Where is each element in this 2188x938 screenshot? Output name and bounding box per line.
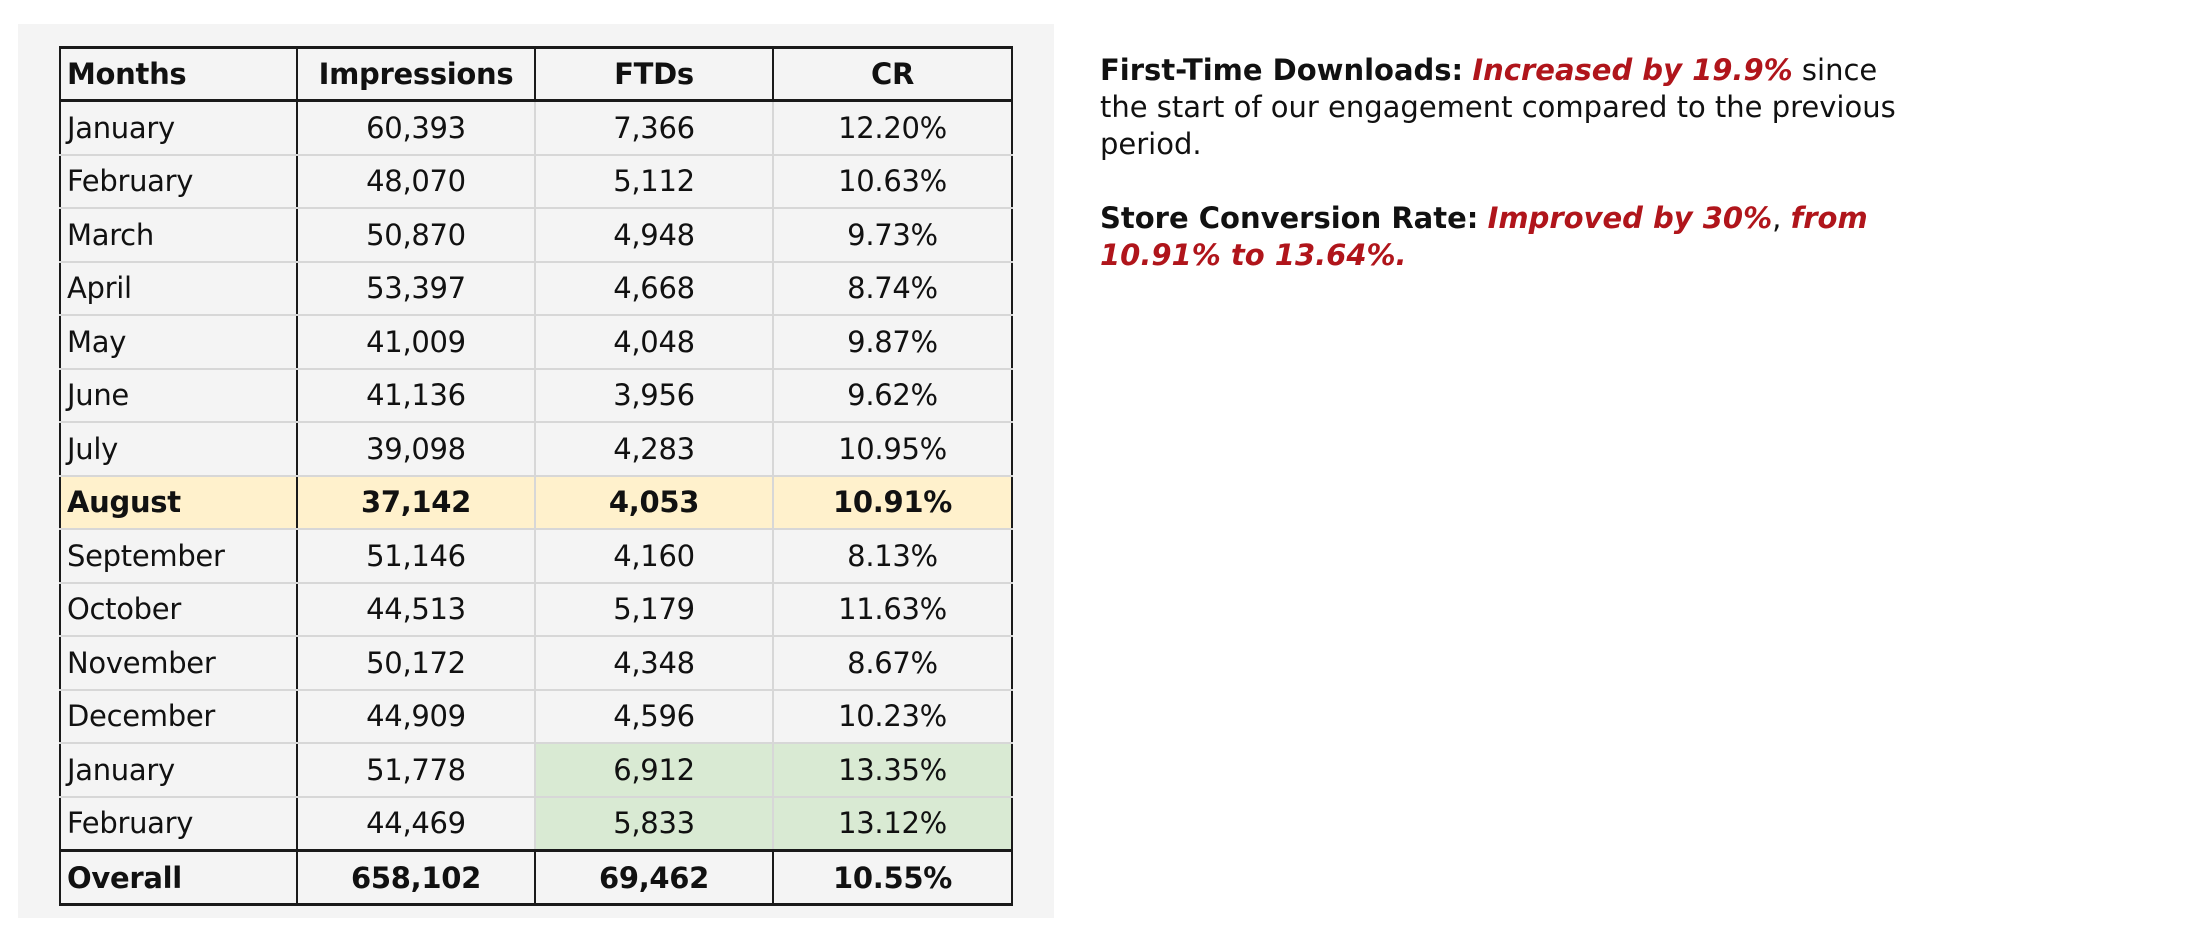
ftd-summary-highlight: Increased by 19.9% <box>1472 53 1793 87</box>
table-row: July 39,098 4,283 10.95% <box>59 421 1013 477</box>
cell-month: September <box>59 528 298 584</box>
table-row: April 53,397 4,668 8.74% <box>59 260 1013 316</box>
cell-month: October <box>59 581 298 637</box>
cell-cr: 8.13% <box>772 528 1013 584</box>
table-row: March 50,870 4,948 9.73% <box>59 207 1013 263</box>
cell-cr: 10.95% <box>772 421 1013 477</box>
cell-month: February <box>59 795 298 852</box>
cell-impressions: 44,469 <box>296 795 536 852</box>
ftd-summary-text: since the start of our engagement compar… <box>1100 53 1896 161</box>
cell-impressions: 41,136 <box>296 367 536 423</box>
header-cr: CR <box>772 46 1013 102</box>
cell-overall-label: Overall <box>59 849 298 906</box>
table-row-highlighted: August 37,142 4,053 10.91% <box>59 474 1013 530</box>
table-row: February 48,070 5,112 10.63% <box>59 153 1013 209</box>
store-cr-separator: , <box>1772 201 1791 235</box>
store-cr-label: Store Conversion Rate: <box>1100 201 1479 235</box>
table-row: November 50,172 4,348 8.67% <box>59 635 1013 691</box>
cell-month: January <box>59 99 298 156</box>
cell-overall-ftds: 69,462 <box>534 849 774 906</box>
cell-cr: 9.87% <box>772 314 1013 370</box>
ftd-summary-label: First-Time Downloads: <box>1100 53 1464 87</box>
cell-cr: 8.67% <box>772 635 1013 691</box>
cell-cr: 10.23% <box>772 688 1013 744</box>
cell-month: November <box>59 635 298 691</box>
cell-ftds: 3,956 <box>534 367 774 423</box>
cell-impressions: 44,909 <box>296 688 536 744</box>
cell-month: February <box>59 153 298 209</box>
cell-ftds: 5,179 <box>534 581 774 637</box>
table-row: January 51,778 6,912 13.35% <box>59 742 1013 798</box>
cell-ftds: 4,048 <box>534 314 774 370</box>
summary-notes: First-Time Downloads: Increased by 19.9%… <box>1100 52 1920 311</box>
cell-month: August <box>59 474 298 530</box>
table-header-row: Months Impressions FTDs CR <box>59 46 1013 102</box>
cell-ftds-improved: 5,833 <box>534 795 774 852</box>
cell-cr: 12.20% <box>772 99 1013 156</box>
cell-month: April <box>59 260 298 316</box>
cell-ftds: 4,668 <box>534 260 774 316</box>
cell-impressions: 48,070 <box>296 153 536 209</box>
cell-ftds: 4,596 <box>534 688 774 744</box>
cell-cr: 10.63% <box>772 153 1013 209</box>
cell-ftds: 4,283 <box>534 421 774 477</box>
cell-impressions: 39,098 <box>296 421 536 477</box>
cell-cr-improved: 13.12% <box>772 795 1013 852</box>
cell-impressions: 51,146 <box>296 528 536 584</box>
cell-impressions: 51,778 <box>296 742 536 798</box>
cell-impressions: 41,009 <box>296 314 536 370</box>
cell-cr: 8.74% <box>772 260 1013 316</box>
table-row: May 41,009 4,048 9.87% <box>59 314 1013 370</box>
cell-cr-improved: 13.35% <box>772 742 1013 798</box>
cell-impressions: 50,870 <box>296 207 536 263</box>
table-row: October 44,513 5,179 11.63% <box>59 581 1013 637</box>
cell-cr: 9.73% <box>772 207 1013 263</box>
cell-ftds: 5,112 <box>534 153 774 209</box>
store-cr-highlight-range: from 10.91% to 13.64%. <box>1100 201 1868 272</box>
table-row: January 60,393 7,366 12.20% <box>59 99 1013 156</box>
cell-overall-cr: 10.55% <box>772 849 1013 906</box>
cell-ftds: 4,053 <box>534 474 774 530</box>
table-total-row: Overall 658,102 69,462 10.55% <box>59 849 1013 906</box>
table-row: June 41,136 3,956 9.62% <box>59 367 1013 423</box>
ftd-summary: First-Time Downloads: Increased by 19.9%… <box>1100 52 1920 163</box>
cell-month: March <box>59 207 298 263</box>
cell-month: May <box>59 314 298 370</box>
cell-ftds: 4,948 <box>534 207 774 263</box>
cell-ftds: 7,366 <box>534 99 774 156</box>
cell-cr: 10.91% <box>772 474 1013 530</box>
table-row: February 44,469 5,833 13.12% <box>59 795 1013 852</box>
header-impressions: Impressions <box>296 46 536 102</box>
header-ftds: FTDs <box>534 46 774 102</box>
cell-impressions: 50,172 <box>296 635 536 691</box>
monthly-performance-table: Months Impressions FTDs CR January 60,39… <box>59 46 1013 906</box>
cell-month: June <box>59 367 298 423</box>
store-cr-summary: Store Conversion Rate: Improved by 30%, … <box>1100 200 1920 274</box>
cell-month: January <box>59 742 298 798</box>
cell-month: July <box>59 421 298 477</box>
cell-impressions: 53,397 <box>296 260 536 316</box>
table-row: December 44,909 4,596 10.23% <box>59 688 1013 744</box>
cell-cr: 11.63% <box>772 581 1013 637</box>
store-cr-highlight-improved: Improved by 30% <box>1487 201 1773 235</box>
header-months: Months <box>59 46 298 102</box>
table-row: September 51,146 4,160 8.13% <box>59 528 1013 584</box>
cell-impressions: 60,393 <box>296 99 536 156</box>
cell-impressions: 44,513 <box>296 581 536 637</box>
table-card: Months Impressions FTDs CR January 60,39… <box>18 24 1054 918</box>
cell-cr: 9.62% <box>772 367 1013 423</box>
cell-impressions: 37,142 <box>296 474 536 530</box>
cell-month: December <box>59 688 298 744</box>
cell-overall-impressions: 658,102 <box>296 849 536 906</box>
cell-ftds: 4,160 <box>534 528 774 584</box>
cell-ftds-improved: 6,912 <box>534 742 774 798</box>
cell-ftds: 4,348 <box>534 635 774 691</box>
